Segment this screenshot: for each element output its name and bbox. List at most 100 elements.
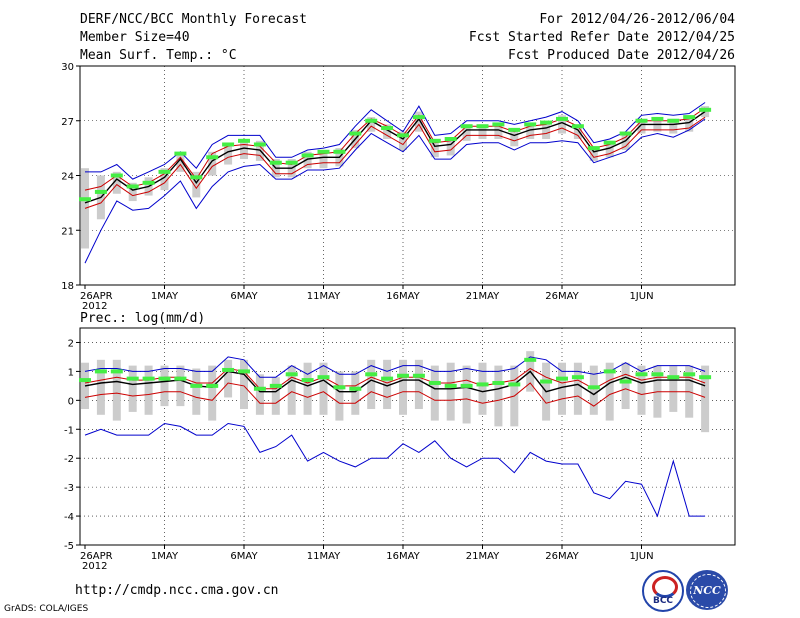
range-bar <box>208 151 217 176</box>
precip-panel-title: Prec.: log(mm/d) <box>80 311 205 326</box>
range-bar <box>701 365 710 433</box>
range-bar <box>383 359 392 410</box>
x-tick-sublabel: 2012 <box>82 561 107 572</box>
x-tick-label: 26APR <box>80 291 113 302</box>
x-tick-label: 1MAY <box>151 291 179 302</box>
range-bar <box>335 371 344 421</box>
range-bar <box>192 171 201 198</box>
range-bar <box>462 365 471 424</box>
footer-url[interactable]: http://cmdp.ncc.cma.gov.cn <box>75 583 279 598</box>
series-max-line <box>85 102 706 180</box>
range-bar <box>558 115 566 134</box>
series-upper-line <box>84 367 706 390</box>
range-bar <box>558 362 566 415</box>
y-tick-label: 18 <box>61 281 74 292</box>
x-tick-label: 1JUN <box>629 551 653 562</box>
header-variable: Mean Surf. Temp.: °C <box>80 48 237 63</box>
range-bar <box>605 142 614 158</box>
range-bar <box>399 359 407 415</box>
series-lower-line <box>84 382 706 407</box>
x-tick-label: 6MAY <box>230 291 258 302</box>
range-bar <box>367 117 376 132</box>
range-bar <box>573 124 582 139</box>
x-tick-label: 26MAY <box>545 551 579 562</box>
series-upper-line <box>84 107 706 191</box>
y-tick-label: 30 <box>61 62 74 73</box>
ncc-logo-text: NCC <box>693 584 721 597</box>
range-bar <box>160 365 169 407</box>
header-start-date: Fcst Started Refer Date 2012/04/25 <box>468 30 735 45</box>
range-bar <box>192 368 201 415</box>
range-bar <box>446 137 455 156</box>
series-lower-line <box>84 116 706 209</box>
series-mean-line <box>84 370 706 396</box>
y-tick-label: 2 <box>68 338 74 349</box>
x-tick-label: 6MAY <box>230 551 258 562</box>
y-tick-label: 24 <box>61 172 74 183</box>
range-bar <box>637 365 646 415</box>
range-bar <box>160 168 169 191</box>
range-bar <box>510 128 519 147</box>
range-bar <box>494 124 503 139</box>
range-bar <box>271 377 280 415</box>
header-produced-date: Fcst Produced Date 2012/04/26 <box>508 48 735 63</box>
y-tick-label: -3 <box>64 483 74 494</box>
range-bar <box>430 139 439 158</box>
range-bar <box>589 146 598 161</box>
range-bar <box>367 359 376 410</box>
x-tick-label: 26APR <box>80 551 113 562</box>
range-bar <box>112 171 121 194</box>
x-tick-label: 26MAY <box>545 291 579 302</box>
y-tick-label: -4 <box>64 512 74 523</box>
y-tick-label: -1 <box>64 425 74 436</box>
range-bar <box>240 359 248 410</box>
y-tick-label: -5 <box>64 541 74 552</box>
bcc-logo: BCC <box>642 570 684 612</box>
range-bar <box>208 365 217 421</box>
range-bar <box>494 365 503 427</box>
range-bar <box>224 359 233 398</box>
range-bar <box>478 362 487 415</box>
range-bar <box>287 365 296 415</box>
range-bar <box>430 365 439 421</box>
x-tick-label: 11MAY <box>307 291 341 302</box>
range-bar <box>414 111 423 132</box>
range-bar <box>128 365 137 412</box>
y-tick-label: 0 <box>68 396 74 407</box>
range-bar <box>255 374 264 415</box>
range-bar <box>526 124 535 139</box>
range-bar <box>144 365 153 415</box>
range-bar <box>240 140 248 160</box>
range-bar <box>319 362 328 415</box>
x-tick-label: 21MAY <box>466 291 500 302</box>
range-bar <box>351 371 360 415</box>
x-tick-label: 1MAY <box>151 551 179 562</box>
range-bar <box>542 122 551 139</box>
x-tick-label: 11MAY <box>307 551 341 562</box>
range-bar <box>621 135 630 150</box>
range-bar <box>621 362 630 410</box>
range-bar <box>128 182 137 202</box>
ncc-logo: NCC <box>686 570 728 610</box>
range-bar <box>303 151 312 169</box>
range-bar <box>383 124 392 139</box>
y-tick-label: 21 <box>61 226 74 237</box>
range-bar <box>605 362 614 421</box>
range-bar <box>462 124 471 141</box>
range-bar <box>319 149 328 169</box>
header-member-size: Member Size=40 <box>80 30 190 45</box>
plot-frame <box>79 327 736 546</box>
range-bar <box>573 362 582 415</box>
range-bar <box>669 118 678 134</box>
range-bar <box>685 117 694 132</box>
range-bar <box>303 362 312 415</box>
range-bar <box>446 362 455 421</box>
x-tick-label: 21MAY <box>466 551 500 562</box>
series-min-line <box>84 422 706 518</box>
range-bar <box>176 153 185 172</box>
bcc-logo-text: BCC <box>652 596 674 606</box>
series-max-line <box>84 356 706 378</box>
range-bar <box>414 359 423 410</box>
